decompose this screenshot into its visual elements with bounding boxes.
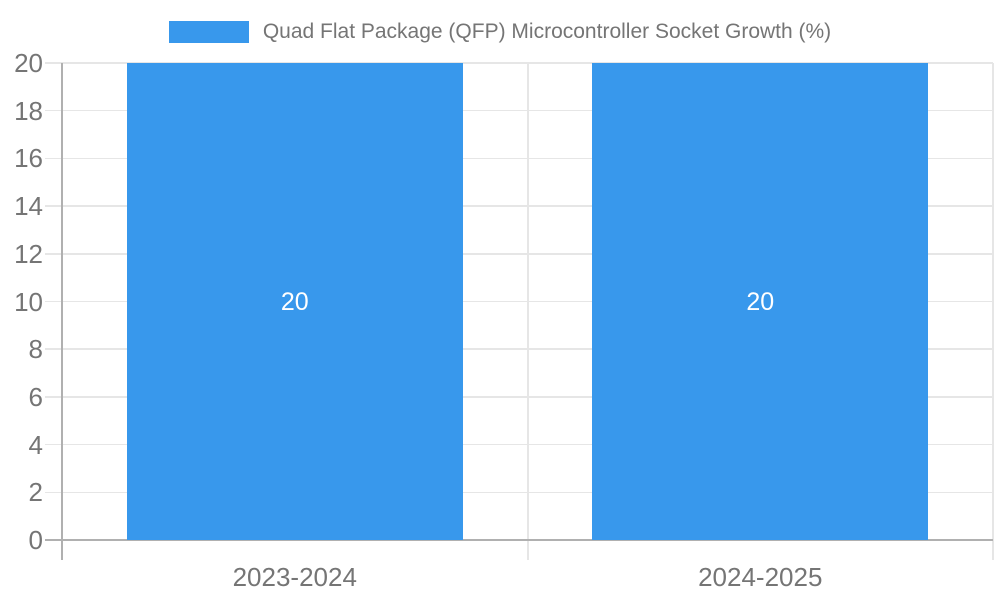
x-axis-label: 2024-2025	[698, 562, 823, 592]
y-axis-label: 10	[14, 286, 43, 317]
y-axis-label: 16	[14, 143, 43, 174]
y-axis-label: 2	[28, 477, 43, 508]
y-axis-tick	[45, 443, 62, 446]
y-axis-label: 18	[14, 95, 43, 126]
y-axis-tick	[45, 157, 62, 160]
y-axis-line	[61, 63, 63, 560]
legend-swatch	[168, 21, 249, 43]
y-axis-tick	[45, 491, 62, 494]
x-axis-line	[62, 538, 993, 542]
y-axis-label: 20	[14, 48, 43, 78]
y-axis-label: 14	[14, 191, 43, 222]
legend-label: Quad Flat Package (QFP) Microcontroller …	[262, 20, 832, 43]
legend: Quad Flat Package (QFP) Microcontroller …	[0, 16, 1000, 48]
y-axis-tick	[45, 205, 62, 207]
y-axis-label: 0	[28, 525, 43, 555]
gridline	[526, 63, 529, 560]
y-axis-label: 4	[28, 429, 43, 460]
y-axis-tick	[45, 348, 62, 350]
bar	[592, 63, 929, 540]
y-axis-tick	[45, 396, 62, 398]
y-axis-tick	[45, 62, 62, 64]
y-axis-label: 12	[14, 238, 43, 269]
bar	[126, 63, 463, 540]
y-axis-tick	[45, 253, 62, 255]
bar-value-label: 20	[746, 287, 775, 316]
y-axis-tick	[45, 109, 62, 112]
x-axis-label: 2023-2024	[232, 562, 357, 592]
y-axis-tick	[45, 300, 62, 303]
y-axis-label: 6	[28, 381, 43, 412]
bar-value-label: 20	[280, 287, 309, 316]
y-axis-tick	[45, 539, 62, 541]
y-axis-label: 8	[28, 334, 43, 365]
gridline	[992, 63, 994, 560]
